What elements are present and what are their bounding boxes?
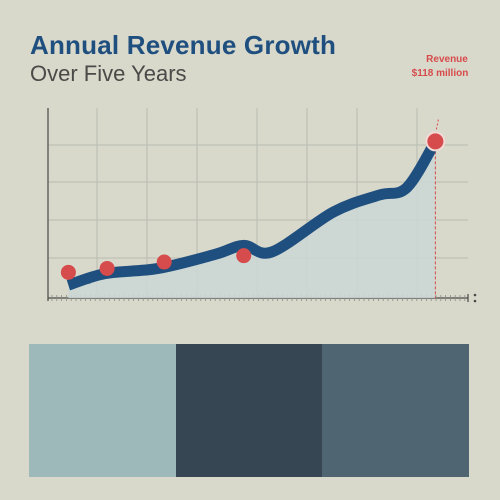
palette-swatch-1 — [175, 344, 323, 477]
annotation-leader — [435, 119, 439, 130]
data-point-marker-4 — [425, 131, 446, 152]
color-palette-strip — [29, 344, 470, 477]
palette-swatch-2 — [322, 344, 470, 477]
data-point-marker-2 — [156, 254, 172, 270]
data-point-marker-0 — [60, 264, 76, 280]
annotation-label-line-1: Revenue — [426, 54, 468, 65]
data-point-marker-1 — [99, 260, 115, 276]
area-fill — [68, 141, 436, 298]
x-axis-dot-top — [473, 293, 477, 297]
revenue-line — [66, 138, 441, 291]
chart-title: Annual Revenue Growth — [30, 30, 337, 60]
palette-swatch-0 — [29, 344, 176, 477]
annotation-label-line-2: $118 million — [412, 68, 469, 79]
data-point-marker-3 — [236, 248, 252, 264]
x-axis-dot-bottom — [473, 299, 477, 303]
chart-subtitle: Over Five Years — [30, 61, 187, 86]
